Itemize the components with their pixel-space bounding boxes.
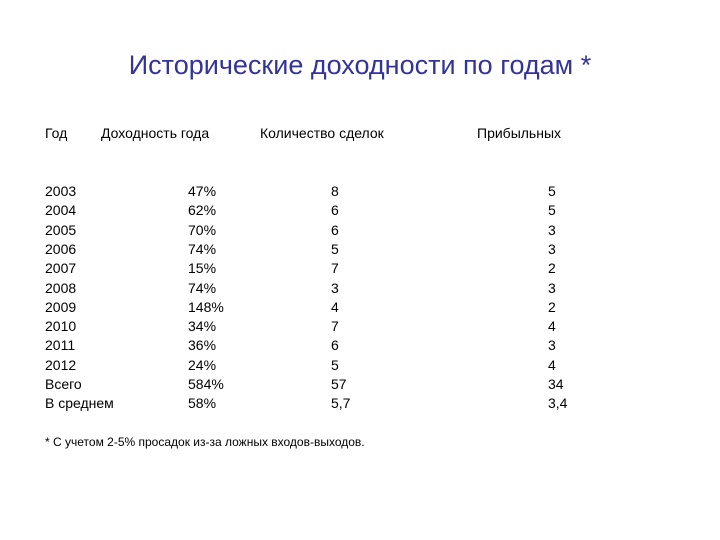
table-cell-trades: 4 (331, 298, 339, 315)
table-cell-profitable: 3 (548, 221, 556, 238)
table-cell-return: 24% (188, 356, 217, 373)
table-cell-trades: 57 (331, 376, 347, 392)
table-cell-return: 47% (188, 183, 217, 199)
header-profitable: Прибыльных (477, 125, 562, 141)
table-cell-year: 2007 (45, 260, 77, 277)
table-cell-year: 2011 (45, 337, 76, 354)
header-return: Доходность года (101, 125, 210, 141)
table-cell-year: 2010 (45, 318, 77, 335)
footnote: * С учетом 2-5% просадок из-за ложных вх… (45, 435, 365, 449)
table-cell-profitable: 3,4 (548, 395, 568, 412)
table-cell-profitable: 3 (548, 337, 556, 354)
table-cell-year: 2005 (45, 221, 77, 238)
table-cell-year: 2006 (45, 240, 77, 257)
table-cell-return: 74% (188, 279, 217, 296)
table-cell-return: 62% (188, 202, 217, 219)
table-cell-trades: 3 (331, 279, 339, 296)
table-cell-year: 2004 (45, 202, 77, 219)
table-cell-return: 58% (188, 395, 217, 412)
table-cell-year: 2008 (45, 279, 77, 296)
table-cell-profitable: 4 (548, 356, 556, 373)
table-cell-profitable: 2 (548, 260, 556, 277)
table-cell-return: 15% (188, 260, 217, 277)
table-cell-return: 584% (188, 376, 224, 392)
table-cell-trades: 6 (331, 202, 339, 219)
table-cell-trades: 7 (331, 318, 339, 335)
table-cell-trades: 5 (331, 356, 339, 373)
table-cell-trades: 5 (331, 240, 339, 257)
header-trades: Количество сделок (260, 125, 384, 141)
table-cell-year: 2009 (45, 298, 77, 315)
table-cell-year: В среднем (45, 395, 114, 412)
page-title: Исторические доходности по годам * (128, 50, 592, 80)
table-cell-profitable: 4 (548, 318, 556, 335)
table-cell-trades: 6 (331, 221, 339, 238)
table-cell-profitable: 5 (548, 183, 556, 199)
table-cell-trades: 6 (331, 337, 339, 354)
table-cell-trades: 8 (331, 183, 339, 199)
table-cell-return: 70% (188, 221, 217, 238)
header-year: Год (45, 125, 68, 141)
table-cell-profitable: 34 (548, 376, 564, 392)
table-cell-profitable: 3 (548, 279, 556, 296)
table-cell-profitable: 3 (548, 240, 556, 257)
table-cell-profitable: 2 (548, 298, 556, 315)
table-cell-trades: 5,7 (331, 395, 351, 412)
table-cell-trades: 7 (331, 260, 339, 277)
table-cell-year: 2003 (45, 183, 77, 199)
table-cell-year: Всего (45, 376, 82, 392)
table-cell-return: 34% (188, 318, 217, 335)
table-cell-return: 74% (188, 240, 217, 257)
table-cell-return: 36% (188, 337, 217, 354)
table-cell-return: 148% (188, 298, 224, 315)
table-cell-year: 2012 (45, 356, 77, 373)
table-cell-profitable: 5 (548, 202, 556, 219)
